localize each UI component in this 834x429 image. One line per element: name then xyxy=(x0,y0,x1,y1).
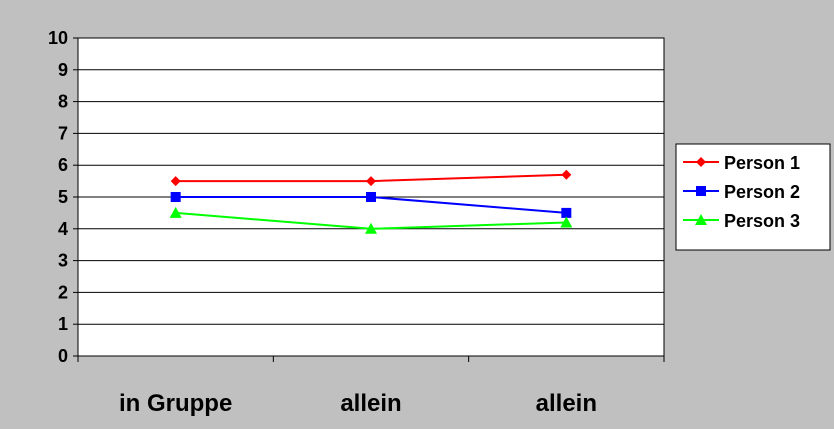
axes: 0 1 2 3 4 5 6 7 8 9 10 in Gruppe allein allein xyxy=(48,28,665,417)
data-point xyxy=(366,192,376,202)
y-tick-label: 1 xyxy=(58,314,68,334)
data-point xyxy=(561,207,572,218)
data-series xyxy=(169,169,573,234)
legend-marker xyxy=(696,186,706,196)
legend-item: Person 2 xyxy=(683,182,800,202)
x-tick-label: in Gruppe xyxy=(119,390,232,417)
legend-item: Person 3 xyxy=(683,211,800,231)
legend-marker xyxy=(696,157,706,167)
y-tick-label: 9 xyxy=(58,60,68,80)
data-point xyxy=(366,176,376,187)
y-tick-label: 7 xyxy=(58,123,68,143)
gridlines xyxy=(78,69,664,325)
y-tick-label: 0 xyxy=(58,346,68,366)
data-point xyxy=(560,216,573,228)
data-point xyxy=(561,169,572,180)
data-point xyxy=(365,222,377,234)
legend-label: Person 2 xyxy=(724,182,800,202)
y-tick-label: 3 xyxy=(58,251,68,271)
legend: Person 1 Person 2 Person 3 xyxy=(675,143,831,251)
series-3 xyxy=(169,206,573,234)
series-2 xyxy=(170,192,572,218)
y-tick-label: 4 xyxy=(58,219,68,239)
y-tick-label: 8 xyxy=(58,92,68,112)
legend-label: Person 3 xyxy=(724,211,800,231)
data-point xyxy=(170,176,181,187)
data-point xyxy=(170,192,181,202)
x-tick-label: allein xyxy=(340,390,401,417)
series-1 xyxy=(170,169,572,187)
x-tick-label: allein xyxy=(536,390,597,417)
y-tick-label: 6 xyxy=(58,155,68,175)
legend-label: Person 1 xyxy=(724,153,800,173)
y-tick-label: 5 xyxy=(58,187,68,207)
y-tick-label: 2 xyxy=(58,282,68,302)
legend-marker xyxy=(695,214,707,225)
y-tick-label: 10 xyxy=(48,28,68,48)
data-point xyxy=(169,206,182,218)
legend-item: Person 1 xyxy=(683,153,800,173)
